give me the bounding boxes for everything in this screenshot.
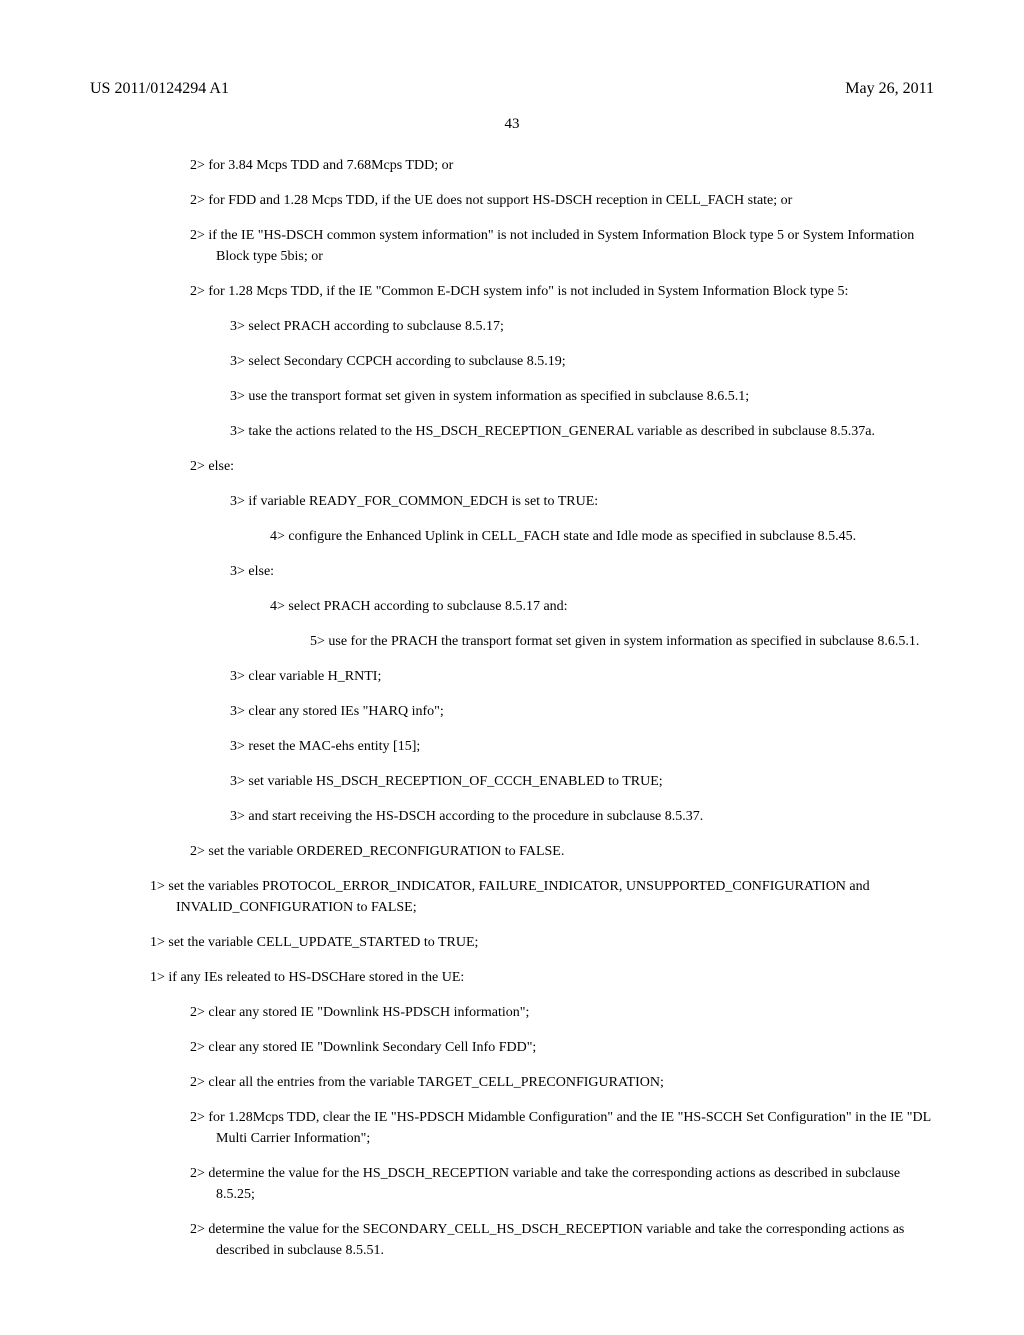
paragraph: 3> set variable HS_DSCH_RECEPTION_OF_CCC… [230,771,934,792]
paragraph: 2> else: [190,456,934,477]
paragraph: 2> clear any stored IE "Downlink HS-PDSC… [190,1002,934,1023]
paragraph: 3> use the transport format set given in… [230,386,934,407]
paragraph: 2> set the variable ORDERED_RECONFIGURAT… [190,841,934,862]
paragraph: 3> clear any stored IEs "HARQ info"; [230,701,934,722]
paragraph: 1> set the variables PROTOCOL_ERROR_INDI… [150,876,934,918]
paragraph: 3> select Secondary CCPCH according to s… [230,351,934,372]
paragraph: 1> if any IEs releated to HS-DSCHare sto… [150,967,934,988]
publication-number: US 2011/0124294 A1 [90,80,229,98]
paragraph: 3> else: [230,561,934,582]
paragraph: 3> select PRACH according to subclause 8… [230,316,934,337]
paragraph: 2> determine the value for the HS_DSCH_R… [190,1163,934,1205]
paragraph: 2> determine the value for the SECONDARY… [190,1219,934,1261]
paragraph: 2> for 1.28 Mcps TDD, if the IE "Common … [190,281,934,302]
paragraph: 1> set the variable CELL_UPDATE_STARTED … [150,932,934,953]
paragraph: 2> for 1.28Mcps TDD, clear the IE "HS-PD… [190,1107,934,1149]
paragraph: 4> configure the Enhanced Uplink in CELL… [270,526,934,547]
paragraph: 2> for FDD and 1.28 Mcps TDD, if the UE … [190,190,934,211]
page-number: 43 [90,116,934,133]
paragraph: 2> clear all the entries from the variab… [190,1072,934,1093]
paragraph: 5> use for the PRACH the transport forma… [310,631,934,652]
publication-date: May 26, 2011 [845,80,934,98]
paragraph: 2> if the IE "HS-DSCH common system info… [190,225,934,267]
paragraph: 3> reset the MAC-ehs entity [15]; [230,736,934,757]
paragraph: 2> for 3.84 Mcps TDD and 7.68Mcps TDD; o… [190,155,934,176]
paragraph: 2> clear any stored IE "Downlink Seconda… [190,1037,934,1058]
paragraph: 3> and start receiving the HS-DSCH accor… [230,806,934,827]
paragraph: 4> select PRACH according to subclause 8… [270,596,934,617]
paragraph: 3> if variable READY_FOR_COMMON_EDCH is … [230,491,934,512]
document-content: 2> for 3.84 Mcps TDD and 7.68Mcps TDD; o… [90,155,934,1261]
paragraph: 3> clear variable H_RNTI; [230,666,934,687]
page-header: US 2011/0124294 A1 May 26, 2011 [90,80,934,98]
paragraph: 3> take the actions related to the HS_DS… [230,421,934,442]
document-page: US 2011/0124294 A1 May 26, 2011 43 2> fo… [0,0,1024,1335]
